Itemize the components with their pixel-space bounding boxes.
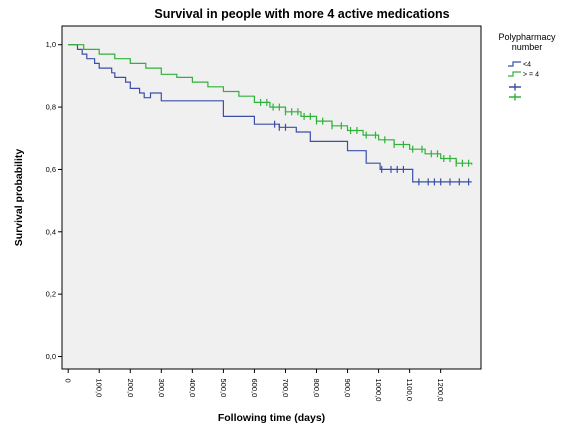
- legend-censor-swatch: [509, 93, 521, 101]
- y-tick-label: 0,0: [46, 352, 56, 361]
- legend-entry-label: > = 4: [523, 72, 539, 79]
- x-tick-label: 0: [64, 379, 73, 383]
- y-tick-label: 0,4: [46, 227, 56, 236]
- x-axis-ticks: 0 100,0 200,0 300,0 400,0 500,0 600,0 700,0 800,…: [64, 369, 445, 401]
- x-tick-label: 600,0: [250, 379, 259, 398]
- y-tick-label: 1,0: [46, 40, 56, 49]
- x-tick-label: 1000,0: [374, 379, 383, 402]
- plot-area: [61, 25, 482, 370]
- legend: Polypharmacy number <4 > = 4: [498, 32, 556, 101]
- x-tick-label: 1100,0: [405, 379, 414, 401]
- series-line-ge4: [68, 44, 473, 165]
- legend-items: <4 > = 4: [508, 61, 539, 101]
- x-tick-label: 100,0: [95, 379, 104, 398]
- legend-censor-swatch: [509, 83, 521, 91]
- y-tick-label: 0,8: [46, 103, 56, 112]
- x-tick-label: 200,0: [126, 379, 135, 398]
- legend-line-swatch: [508, 71, 521, 77]
- legend-line-swatch: [508, 61, 521, 67]
- x-tick-label: 900,0: [343, 379, 352, 398]
- chart-title: Survival in people with more 4 active me…: [154, 7, 449, 21]
- x-tick-label: 300,0: [157, 379, 166, 398]
- x-tick-label: 1200,0: [436, 379, 445, 402]
- x-tick-label: 700,0: [281, 379, 290, 398]
- y-tick-label: 0,6: [46, 165, 56, 174]
- y-tick-label: 0,2: [46, 290, 56, 299]
- legend-title-line2: number: [512, 42, 543, 52]
- series-line-lt4: [68, 44, 472, 183]
- x-tick-label: 500,0: [219, 379, 228, 398]
- x-axis-label: Following time (days): [218, 412, 325, 424]
- x-tick-label: 800,0: [312, 379, 321, 398]
- legend-entry-label: <4: [523, 62, 531, 69]
- y-axis-ticks: 0,0 0,2 0,4 0,6 0,8 1,0: [46, 40, 62, 361]
- series-layer: [68, 44, 473, 186]
- legend-title-line1: Polypharmacy: [498, 32, 556, 42]
- y-axis-label: Survival probability: [13, 149, 25, 247]
- x-tick-label: 400,0: [188, 379, 197, 398]
